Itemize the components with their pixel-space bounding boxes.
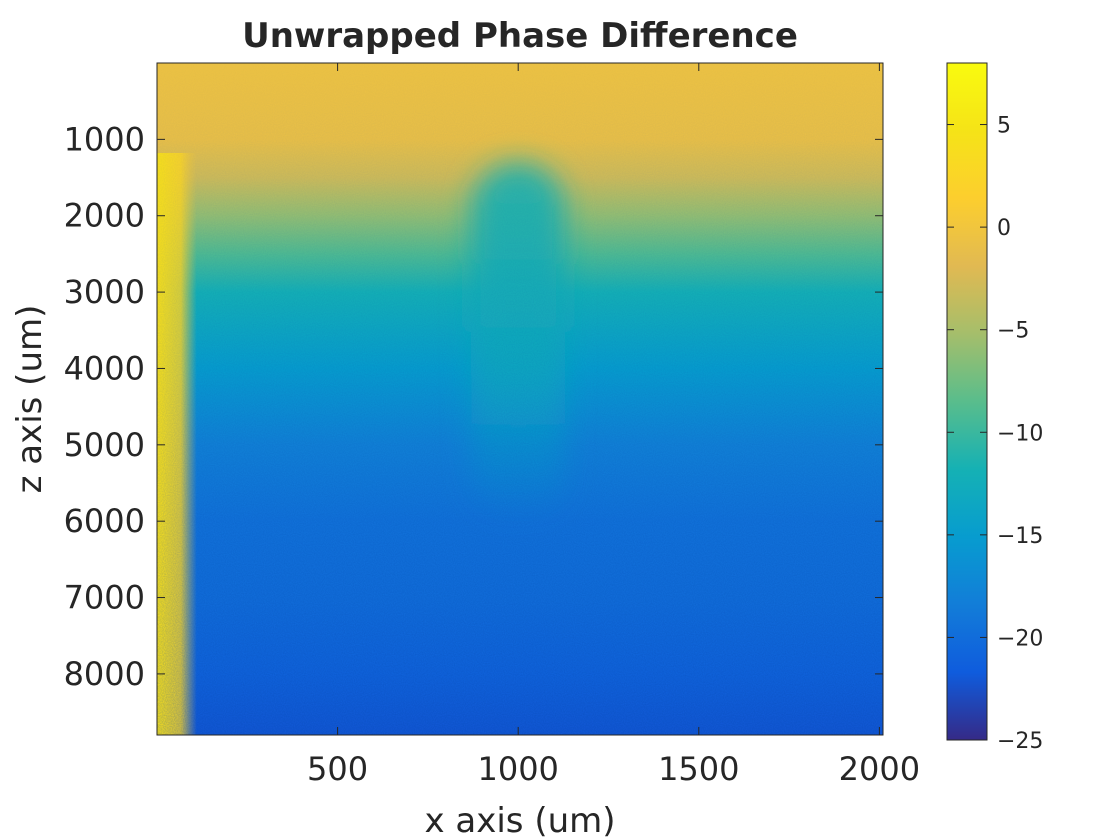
colorbar-tick-label: −10 <box>997 421 1043 446</box>
colorbar-tick-label: −25 <box>997 729 1043 754</box>
x-tick-label: 1000 <box>477 750 558 788</box>
x-axis-ticks: 500 1000 1500 2000 <box>307 63 920 788</box>
colorbar-tick-label: −5 <box>997 319 1029 344</box>
plot-frame <box>156 62 884 736</box>
colorbar-tick-label: 0 <box>997 216 1011 241</box>
y-axis-label: z axis (um) <box>10 305 50 494</box>
y-tick-label: 8000 <box>64 655 145 693</box>
y-tick-label: 3000 <box>64 273 145 311</box>
y-tick-label: 7000 <box>64 579 145 617</box>
x-tick-label: 1500 <box>658 750 739 788</box>
colorbar <box>946 62 988 741</box>
chart-title: Unwrapped Phase Difference <box>242 16 798 56</box>
y-tick-label: 5000 <box>64 426 145 464</box>
y-tick-label: 2000 <box>64 197 145 235</box>
y-tick-label: 1000 <box>64 120 145 158</box>
colorbar-tick-label: −20 <box>997 626 1043 651</box>
colorbar-tick-label: −15 <box>997 524 1043 549</box>
y-tick-label: 4000 <box>64 349 145 387</box>
x-axis-label: x axis (um) <box>424 801 615 840</box>
colorbar-ticks: 5 0 −5 −10 −15 −20 −25 <box>947 114 1043 754</box>
colorbar-tick-label: 5 <box>997 114 1011 139</box>
heatmap-plot-area <box>157 63 883 735</box>
x-tick-label: 500 <box>307 750 368 788</box>
y-tick-label: 6000 <box>64 502 145 540</box>
y-axis-ticks: 1000 2000 3000 4000 5000 6000 7000 8000 <box>64 120 883 693</box>
heatmap-noise-texture <box>157 63 883 735</box>
x-tick-label: 2000 <box>839 750 920 788</box>
